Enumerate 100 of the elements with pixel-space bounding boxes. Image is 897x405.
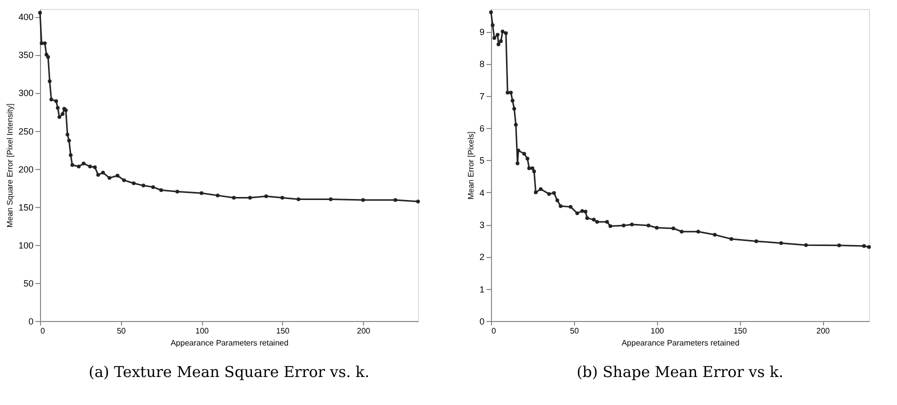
point — [608, 224, 612, 228]
point — [804, 243, 808, 247]
point — [506, 90, 510, 94]
point — [558, 204, 563, 208]
point — [122, 178, 126, 182]
y-tick-label: 200 — [18, 164, 34, 174]
point — [595, 220, 599, 224]
point — [532, 170, 536, 174]
point — [654, 226, 659, 230]
point — [522, 152, 526, 156]
y-axis-title: Mean Square Error [Pixel Intensity] — [5, 103, 14, 228]
point — [175, 190, 180, 194]
y-tick-label: 8 — [479, 59, 484, 70]
y-tick-label: 1 — [479, 284, 484, 294]
point — [671, 226, 676, 230]
point — [584, 210, 588, 214]
point — [48, 79, 52, 84]
y-axis-title: Mean Error [Pixels] — [466, 131, 476, 200]
point — [712, 232, 717, 237]
point — [547, 192, 551, 196]
point — [779, 241, 784, 246]
point — [489, 10, 493, 14]
point — [490, 23, 495, 27]
point — [622, 224, 626, 228]
point — [867, 245, 871, 249]
text: (a) Texture Mean Square Error vs. k. — [88, 363, 370, 381]
point — [88, 164, 92, 168]
x-tick-label: 150 — [734, 326, 748, 336]
y-tick-label: 400 — [18, 12, 34, 22]
point — [96, 173, 100, 177]
point — [754, 239, 758, 244]
point — [56, 106, 60, 110]
x-tick-label: 200 — [356, 326, 371, 336]
y-tick-label: 50 — [23, 278, 34, 288]
point — [630, 222, 634, 226]
point — [264, 194, 268, 198]
y-tick-label: 100 — [18, 240, 34, 250]
point — [132, 181, 136, 186]
point — [40, 41, 44, 46]
x-tick-label: 100 — [650, 326, 665, 336]
point — [46, 55, 50, 59]
y-tick-label: 250 — [18, 126, 34, 136]
point — [730, 237, 734, 241]
point — [526, 156, 530, 160]
point — [512, 106, 516, 111]
point — [646, 224, 650, 228]
point — [101, 170, 105, 174]
point — [416, 200, 420, 204]
point — [159, 188, 164, 192]
point — [328, 197, 333, 202]
point — [151, 185, 155, 189]
point — [280, 196, 284, 200]
point — [696, 230, 700, 234]
point — [54, 99, 58, 103]
point — [49, 98, 54, 102]
point — [93, 165, 97, 170]
point — [538, 187, 543, 191]
y-tick-label: 7 — [479, 91, 484, 102]
y-tick-label: 0 — [28, 316, 34, 326]
point — [527, 166, 532, 170]
x-axis-title: Appearance Parameters retained — [170, 338, 288, 348]
y-tick-label: 6 — [479, 124, 484, 134]
y-tick-label: 150 — [18, 202, 34, 212]
point — [500, 30, 504, 34]
point — [605, 220, 609, 224]
point — [555, 198, 560, 202]
point — [67, 138, 71, 143]
point — [575, 211, 580, 216]
y-tick-label: 0 — [479, 316, 484, 326]
point — [516, 162, 520, 166]
point — [296, 197, 300, 202]
point — [232, 196, 236, 200]
x-tick-label: 50 — [570, 326, 580, 336]
point — [70, 163, 74, 167]
point — [142, 184, 146, 188]
text: (b) Shape Mean Error vs k. — [576, 363, 784, 381]
point — [510, 98, 514, 103]
point — [509, 90, 513, 94]
point — [82, 162, 86, 166]
y-tick-label: 9 — [479, 27, 484, 38]
point — [200, 191, 204, 196]
point — [116, 174, 120, 178]
point — [76, 164, 81, 168]
point — [394, 198, 398, 202]
point — [552, 191, 556, 195]
y-tick-label: 2 — [479, 252, 484, 262]
x-tick-label: 0 — [40, 326, 46, 336]
point — [58, 115, 62, 119]
point — [514, 122, 518, 127]
y-tick-label: 350 — [18, 50, 34, 60]
point — [837, 244, 842, 248]
point — [492, 36, 496, 40]
point — [66, 132, 70, 136]
x-tick-label: 200 — [816, 326, 830, 336]
point — [534, 190, 538, 194]
y-tick-label: 3 — [479, 220, 484, 230]
x-tick-label: 0 — [492, 326, 496, 336]
point — [585, 216, 590, 220]
point — [592, 218, 596, 222]
point — [361, 198, 365, 202]
